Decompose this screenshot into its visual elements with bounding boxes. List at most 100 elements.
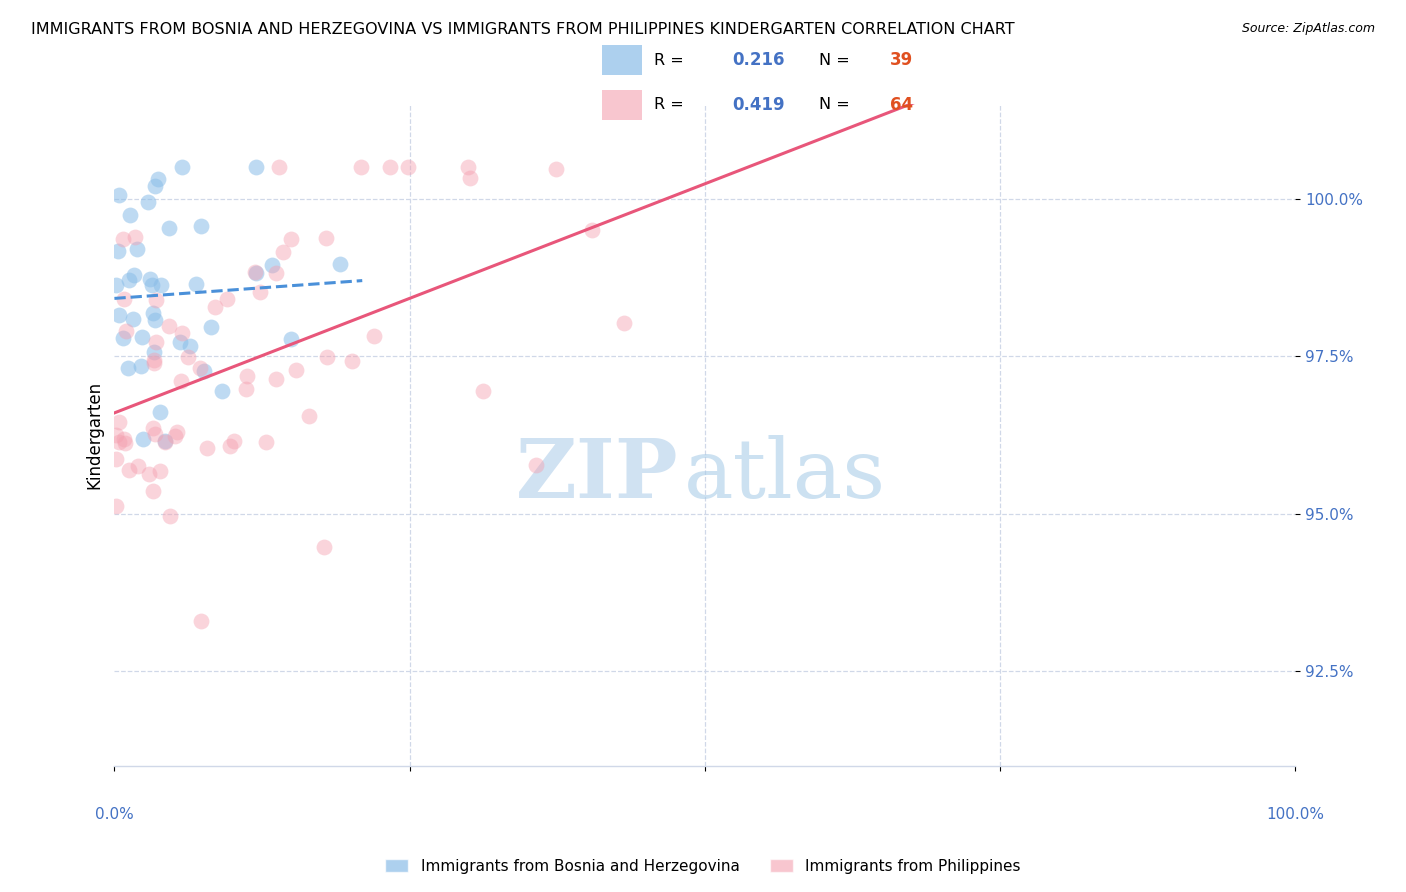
Point: [131, 330, 153, 344]
Point: [271, 244, 294, 259]
Point: [117, 361, 139, 376]
Point: [149, 464, 172, 478]
Point: [315, 230, 337, 244]
Point: [350, 160, 373, 174]
Point: [146, 172, 169, 186]
Text: Source: ZipAtlas.com: Source: ZipAtlas.com: [1241, 22, 1375, 36]
Point: [195, 442, 218, 456]
Point: [121, 312, 143, 326]
Point: [249, 285, 271, 300]
Point: [298, 409, 321, 424]
Point: [108, 308, 131, 322]
Point: [235, 383, 257, 397]
Point: [316, 350, 339, 364]
Point: [108, 188, 131, 202]
Point: [145, 313, 167, 327]
Point: [143, 356, 166, 370]
Point: [143, 353, 166, 368]
Point: [264, 267, 287, 281]
Point: [204, 301, 226, 315]
Point: [188, 360, 211, 375]
Point: [190, 614, 212, 628]
Point: [177, 350, 200, 364]
Point: [329, 257, 352, 271]
Point: [159, 508, 181, 523]
Point: [215, 292, 238, 306]
Point: [150, 278, 173, 293]
Point: [124, 268, 146, 282]
Point: [118, 463, 141, 477]
Point: [218, 439, 240, 453]
Point: [193, 364, 215, 378]
Point: [131, 359, 153, 373]
Y-axis label: Kindergarten: Kindergarten: [86, 381, 103, 489]
Text: 39: 39: [890, 51, 912, 69]
Point: [186, 277, 208, 291]
Point: [139, 271, 162, 285]
Point: [153, 434, 176, 449]
Text: R =: R =: [654, 53, 689, 68]
Point: [108, 434, 131, 449]
Point: [157, 319, 180, 334]
Point: [280, 232, 302, 246]
Text: 64: 64: [890, 96, 912, 114]
Point: [111, 232, 134, 246]
Text: atlas: atlas: [683, 434, 886, 515]
Point: [163, 429, 186, 443]
Point: [112, 432, 135, 446]
Point: [581, 223, 603, 237]
Point: [170, 326, 193, 341]
Point: [142, 483, 165, 498]
Point: [378, 160, 401, 174]
Text: 100.0%: 100.0%: [1267, 807, 1324, 822]
Text: ZIP: ZIP: [516, 434, 679, 515]
Point: [245, 265, 267, 279]
Point: [613, 316, 636, 330]
Point: [142, 306, 165, 320]
Point: [157, 221, 180, 235]
Point: [254, 434, 277, 449]
Point: [458, 170, 481, 185]
Point: [264, 372, 287, 386]
Point: [143, 179, 166, 194]
Point: [544, 162, 567, 177]
Point: [111, 331, 134, 345]
Point: [107, 244, 129, 259]
Point: [170, 160, 193, 174]
Point: [114, 325, 136, 339]
Point: [104, 278, 127, 293]
Point: [143, 344, 166, 359]
Point: [245, 266, 267, 280]
Point: [108, 415, 131, 429]
Legend: Immigrants from Bosnia and Herzegovina, Immigrants from Philippines: Immigrants from Bosnia and Herzegovina, …: [380, 853, 1026, 880]
Point: [124, 230, 146, 244]
Text: 0.216: 0.216: [733, 51, 785, 69]
Point: [143, 427, 166, 442]
Point: [280, 332, 302, 346]
Point: [340, 354, 363, 368]
Point: [149, 404, 172, 418]
Point: [145, 334, 167, 349]
Point: [142, 421, 165, 435]
Point: [190, 219, 212, 233]
Point: [284, 363, 307, 377]
Point: [314, 540, 336, 554]
Text: IMMIGRANTS FROM BOSNIA AND HERZEGOVINA VS IMMIGRANTS FROM PHILIPPINES KINDERGART: IMMIGRANTS FROM BOSNIA AND HERZEGOVINA V…: [31, 22, 1015, 37]
Point: [118, 208, 141, 222]
Text: 0.419: 0.419: [733, 96, 785, 114]
Point: [138, 195, 160, 210]
Point: [141, 278, 163, 293]
Point: [236, 369, 259, 384]
Point: [262, 258, 284, 272]
FancyBboxPatch shape: [602, 90, 641, 120]
Point: [117, 272, 139, 286]
Point: [524, 458, 547, 472]
Point: [145, 293, 167, 307]
Point: [200, 320, 222, 334]
Point: [245, 160, 267, 174]
Point: [179, 339, 201, 353]
Text: N =: N =: [818, 97, 855, 112]
Point: [132, 433, 155, 447]
Text: R =: R =: [654, 97, 689, 112]
Point: [114, 436, 136, 450]
